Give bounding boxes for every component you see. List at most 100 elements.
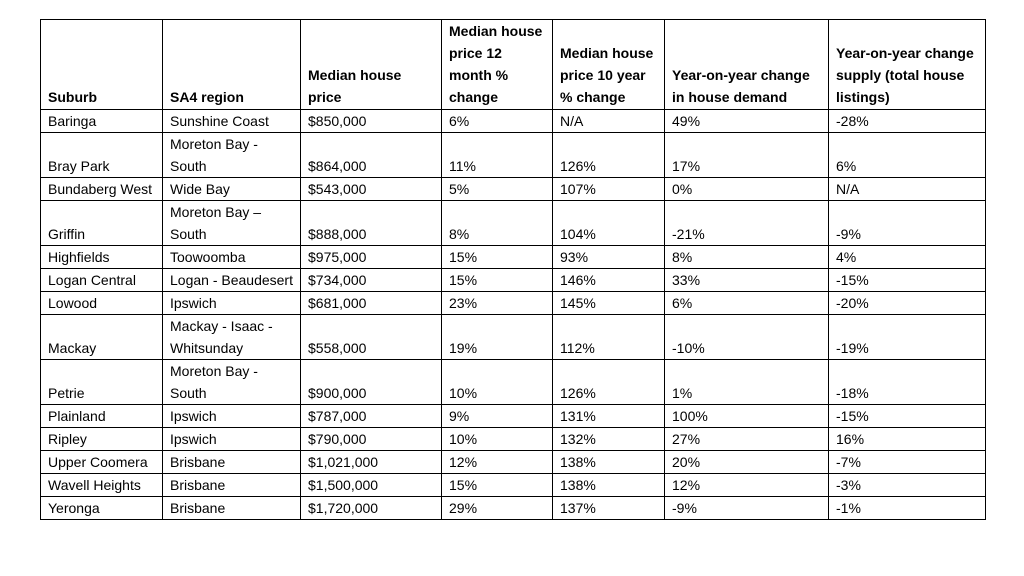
table-cell: N/A [828,177,986,201]
table-cell: $1,720,000 [300,496,442,520]
table-cell: Highfields [40,245,163,269]
table-cell: 100% [664,404,829,428]
table-cell: Yeronga [40,496,163,520]
table-cell: Upper Coomera [40,450,163,474]
table-cell: -9% [664,496,829,520]
table-cell: Petrie [40,359,163,405]
table-cell: 6% [441,109,553,133]
table-cell: $1,500,000 [300,473,442,497]
table-cell: Bundaberg West [40,177,163,201]
table-cell: -7% [828,450,986,474]
table-container: Suburb SA4 region Median house price Median… [40,19,986,520]
header-cell: Median house price 12 month % change [441,19,553,110]
table-cell: -9% [828,200,986,246]
table-cell: 138% [552,450,665,474]
table-cell: $900,000 [300,359,442,405]
table-cell: Logan - Beaudesert [162,268,301,292]
table-cell: Ipswich [162,291,301,315]
table-cell: 0% [664,177,829,201]
table-row: Lowood Ipswich $681,000 23% 145% 6% -20% [40,291,986,315]
table-cell: $888,000 [300,200,442,246]
table-cell: 5% [441,177,553,201]
table-cell: 1% [664,359,829,405]
table-cell: Brisbane [162,496,301,520]
header-cell: Suburb [40,19,163,110]
table-cell: 107% [552,177,665,201]
table-cell: -15% [828,404,986,428]
table-cell: Bray Park [40,132,163,178]
table-cell: 16% [828,427,986,451]
table-cell: 23% [441,291,553,315]
table-cell: 6% [828,132,986,178]
table-cell: 4% [828,245,986,269]
table-cell: $681,000 [300,291,442,315]
table-cell: 12% [664,473,829,497]
table-cell: 20% [664,450,829,474]
table-cell: $558,000 [300,314,442,360]
table-cell: Ipswich [162,427,301,451]
table-cell: Wide Bay [162,177,301,201]
table-cell: $864,000 [300,132,442,178]
table-cell: 146% [552,268,665,292]
table-cell: 126% [552,132,665,178]
table-cell: 132% [552,427,665,451]
table-cell: -28% [828,109,986,133]
table-cell: -21% [664,200,829,246]
table-row: Upper Coomera Brisbane $1,021,000 12% 138% 20… [40,450,986,474]
data-table: Suburb SA4 region Median house price Median… [40,19,986,520]
table-row: Ripley Ipswich $790,000 10% 132% 27% 16% [40,427,986,451]
table-cell: $790,000 [300,427,442,451]
table-cell: 17% [664,132,829,178]
table-cell: Mackay [40,314,163,360]
table-cell: N/A [552,109,665,133]
table-cell: 93% [552,245,665,269]
table-cell: Moreton Bay - South [162,359,301,405]
table-cell: -18% [828,359,986,405]
table-row: Bundaberg West Wide Bay $543,000 5% 107% 0% N/… [40,177,986,201]
table-cell: 11% [441,132,553,178]
table-cell: 131% [552,404,665,428]
table-cell: Ripley [40,427,163,451]
table-cell: Moreton Bay – South [162,200,301,246]
header-cell: Median house price 10 year % change [552,19,665,110]
table-cell: 10% [441,359,553,405]
table-row: Highfields Toowoomba $975,000 15% 93% 8% 4% [40,245,986,269]
table-body: Baringa Sunshine Coast $850,000 6% N/A 49% -28… [40,109,986,520]
table-row: Plainland Ipswich $787,000 9% 131% 100% -15% [40,404,986,428]
table-cell: 15% [441,268,553,292]
header-cell: Year-on-year change supply (total house … [828,19,986,110]
header-cell: Median house price [300,19,442,110]
table-row: Mackay Mackay - Isaac - Whitsunday $558,00… [40,314,986,360]
table-cell: Toowoomba [162,245,301,269]
table-cell: -10% [664,314,829,360]
table-cell: 8% [441,200,553,246]
table-cell: 145% [552,291,665,315]
table-cell: 138% [552,473,665,497]
table-row: Yeronga Brisbane $1,720,000 29% 137% -9% -1% [40,496,986,520]
table-cell: 126% [552,359,665,405]
table-cell: 15% [441,473,553,497]
table-cell: $850,000 [300,109,442,133]
table-row: Wavell Heights Brisbane $1,500,000 15% 138% 1… [40,473,986,497]
table-cell: -1% [828,496,986,520]
table-cell: $975,000 [300,245,442,269]
table-row: Logan Central Logan - Beaudesert $734,000 1… [40,268,986,292]
table-cell: -20% [828,291,986,315]
table-cell: $734,000 [300,268,442,292]
header-row: Suburb SA4 region Median house price Median… [40,19,986,110]
table-cell: 33% [664,268,829,292]
header-cell: Year-on-year change in house demand [664,19,829,110]
table-cell: Mackay - Isaac - Whitsunday [162,314,301,360]
table-cell: 49% [664,109,829,133]
table-cell: Logan Central [40,268,163,292]
table-cell: 8% [664,245,829,269]
table-cell: 10% [441,427,553,451]
table-cell: 27% [664,427,829,451]
table-cell: Plainland [40,404,163,428]
table-cell: Lowood [40,291,163,315]
table-row: Griffin Moreton Bay – South $888,000 8% 104%… [40,200,986,246]
table-cell: Moreton Bay - South [162,132,301,178]
table-cell: Ipswich [162,404,301,428]
table-cell: 112% [552,314,665,360]
